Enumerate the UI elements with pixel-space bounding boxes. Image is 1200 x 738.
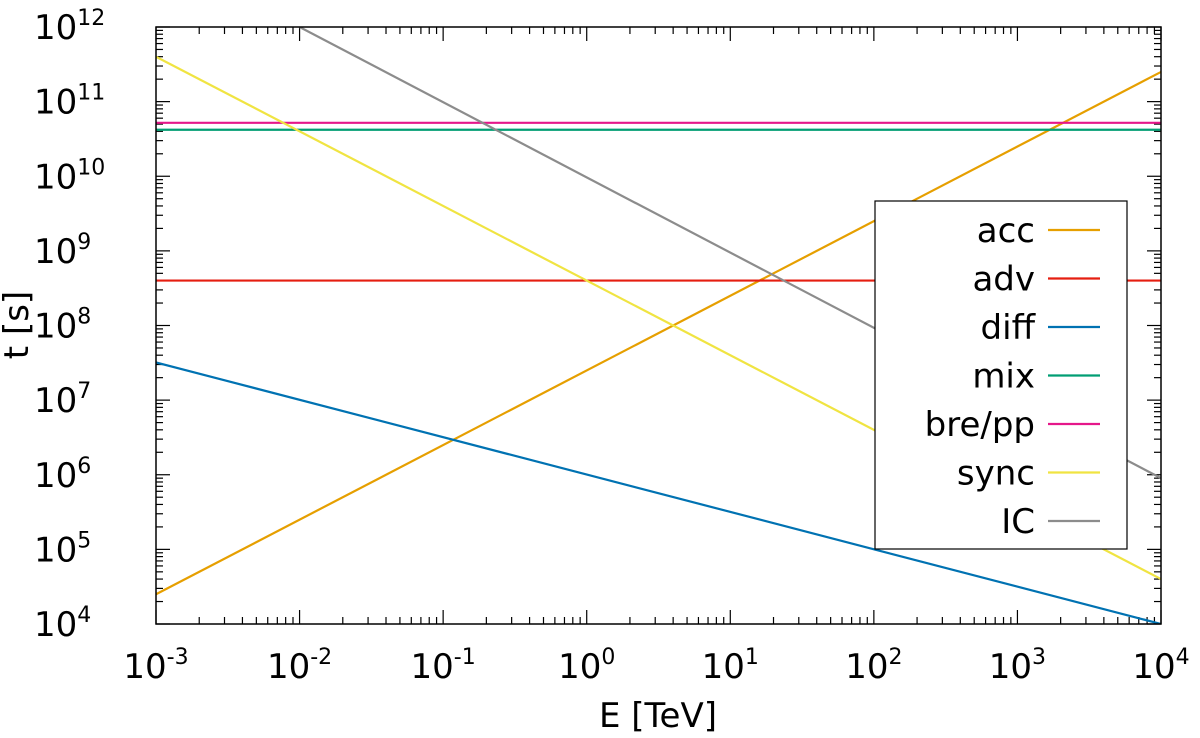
legend-label: adv — [972, 260, 1035, 300]
y-axis-label: t [s] — [0, 291, 37, 359]
y-tick-exponent: 7 — [77, 379, 91, 404]
y-tick-label: 1011 — [34, 81, 105, 123]
x-tick-exponent: 2 — [888, 645, 902, 670]
y-tick-exponent: 9 — [77, 230, 91, 255]
y-tick-base: 10 — [34, 605, 77, 645]
x-tick-base: 10 — [267, 647, 310, 687]
x-tick-label: 100 — [558, 645, 615, 687]
y-tick-label: 1012 — [34, 6, 105, 48]
x-tick-base: 10 — [989, 647, 1032, 687]
axis-ticks — [155, 26, 1162, 625]
x-axis-label: E [TeV] — [599, 696, 717, 736]
x-tick-exponent: -1 — [454, 645, 476, 670]
x-tick-base: 10 — [845, 647, 888, 687]
x-tick-exponent: -3 — [167, 645, 189, 670]
x-tick-labels: 10-3 10-2 10-1 100 101 102 103 104 — [123, 645, 1189, 687]
x-tick-exponent: 1 — [745, 645, 759, 670]
y-tick-label: 104 — [34, 603, 91, 645]
legend-label: IC — [1001, 502, 1035, 542]
y-tick-exponent: 11 — [77, 81, 105, 106]
x-tick-base: 10 — [123, 647, 166, 687]
y-tick-exponent: 10 — [77, 155, 105, 180]
x-tick-label: 101 — [702, 645, 759, 687]
y-tick-exponent: 6 — [77, 454, 91, 479]
y-tick-label: 106 — [34, 454, 91, 496]
legend-label: bre/pp — [925, 405, 1035, 445]
series-line-diff — [156, 361, 1161, 624]
x-tick-label: 10-1 — [411, 645, 476, 687]
y-tick-base: 10 — [34, 530, 77, 570]
y-tick-base: 10 — [34, 157, 77, 197]
x-tick-base: 10 — [558, 647, 601, 687]
legend: acc adv diff mix bre/pp sync IC — [874, 200, 1128, 550]
x-tick-label: 103 — [989, 645, 1046, 687]
legend-label: sync — [957, 454, 1035, 494]
plot-frame — [155, 26, 1162, 625]
x-tick-exponent: -2 — [310, 645, 332, 670]
series-line-acc — [156, 70, 1161, 596]
y-tick-base: 10 — [34, 8, 77, 48]
legend-label: mix — [972, 357, 1035, 397]
x-tick-exponent: 4 — [1176, 645, 1190, 670]
y-tick-label: 109 — [34, 230, 91, 272]
legend-label: diff — [981, 308, 1037, 348]
y-tick-label: 105 — [34, 528, 91, 570]
x-tick-label: 104 — [1132, 645, 1189, 687]
y-tick-base: 10 — [34, 83, 77, 123]
x-tick-exponent: 3 — [1032, 645, 1046, 670]
y-tick-base: 10 — [34, 456, 77, 496]
x-tick-label: 102 — [845, 645, 902, 687]
y-tick-label: 107 — [34, 379, 91, 421]
y-tick-exponent: 5 — [77, 528, 91, 553]
x-tick-label: 10-3 — [123, 645, 188, 687]
y-tick-exponent: 4 — [77, 603, 91, 628]
y-tick-base: 10 — [34, 381, 77, 421]
y-tick-base: 10 — [34, 307, 77, 347]
y-tick-label: 1010 — [34, 155, 105, 197]
x-tick-base: 10 — [702, 647, 745, 687]
x-tick-base: 10 — [411, 647, 454, 687]
y-tick-exponent: 12 — [77, 6, 105, 31]
x-tick-base: 10 — [1132, 647, 1175, 687]
y-tick-label: 108 — [34, 305, 91, 347]
legend-label: acc — [977, 211, 1035, 251]
y-tick-exponent: 8 — [77, 305, 91, 330]
x-tick-exponent: 0 — [601, 645, 615, 670]
y-tick-base: 10 — [34, 232, 77, 272]
x-tick-label: 10-2 — [267, 645, 332, 687]
